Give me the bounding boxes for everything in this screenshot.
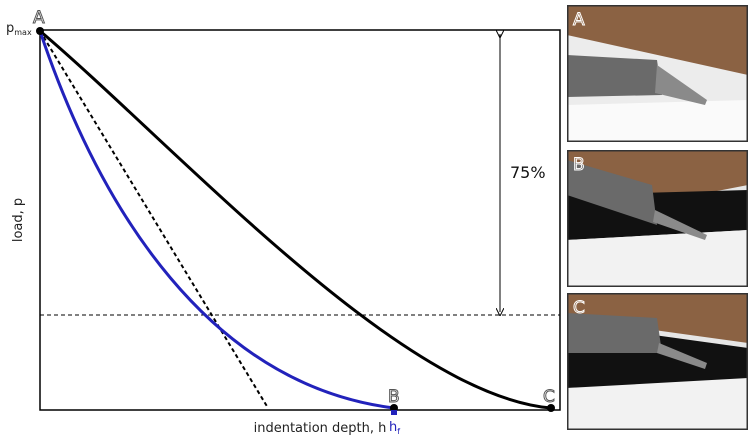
point-label: B bbox=[388, 387, 400, 407]
panel: B bbox=[567, 150, 748, 287]
panel: A bbox=[567, 5, 748, 142]
percent-label: 75% bbox=[510, 163, 546, 182]
panel-label: C bbox=[573, 298, 585, 318]
panel-label: A bbox=[573, 10, 585, 30]
y-axis-label: load, p bbox=[11, 198, 26, 242]
point-a bbox=[36, 27, 44, 35]
hf-sub: f bbox=[397, 427, 400, 436]
hf-marker bbox=[391, 410, 397, 415]
x-axis-label: indentation depth, h bbox=[254, 421, 387, 436]
hf-base: h bbox=[389, 420, 397, 435]
unload-curve bbox=[38, 30, 395, 410]
point-label: A bbox=[33, 8, 45, 28]
tangent-line bbox=[39, 30, 269, 409]
hf-label: hf bbox=[389, 420, 400, 436]
panel-label: B bbox=[573, 155, 585, 175]
panel: C bbox=[567, 293, 748, 430]
plot-frame bbox=[39, 29, 561, 411]
point-c bbox=[547, 404, 555, 412]
pmax-base: p bbox=[6, 21, 14, 36]
pmax-label: pmax bbox=[6, 21, 32, 37]
point-label: C bbox=[543, 387, 555, 407]
pmax-sub: max bbox=[14, 28, 32, 37]
load-curve bbox=[39, 29, 552, 410]
